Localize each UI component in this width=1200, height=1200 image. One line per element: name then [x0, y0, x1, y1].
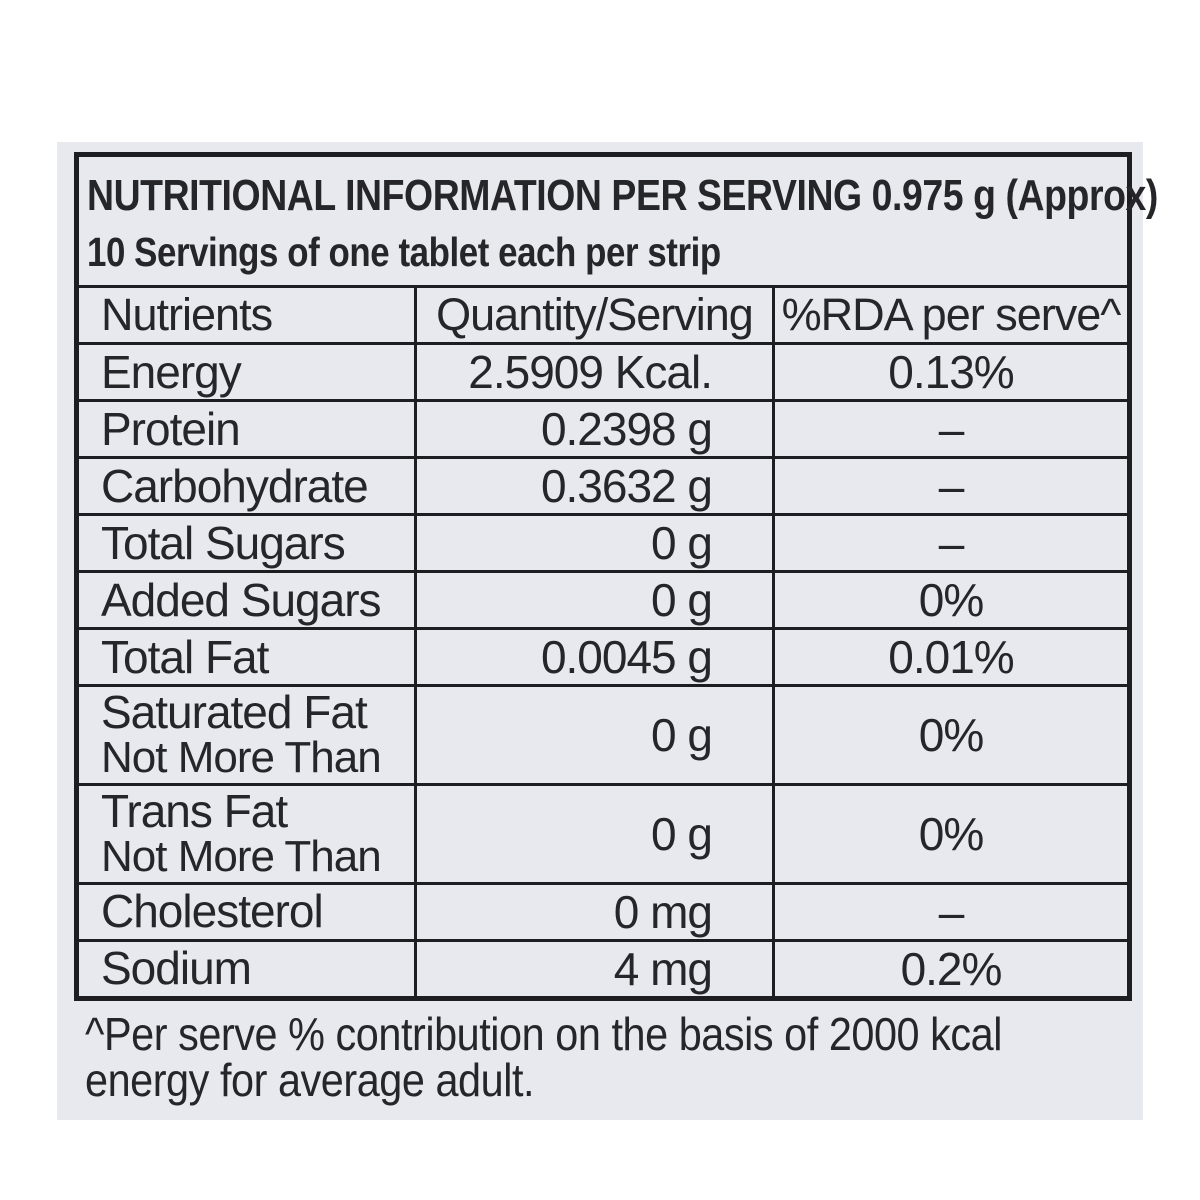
quantity-cell: 2.5909 Kcal.: [414, 341, 775, 402]
column-header-nutrients: Nutrients: [75, 284, 417, 345]
rda-cell: –: [772, 881, 1131, 942]
quantity-cell: 0 g: [414, 782, 775, 885]
table-row-protein: Protein 0.2398 g –: [75, 398, 1131, 459]
table-row-added-sugars: Added Sugars 0 g 0%: [75, 569, 1131, 630]
nutrient-cell: Added Sugars: [75, 569, 417, 630]
table-row-total-sugars: Total Sugars 0 g –: [75, 512, 1131, 573]
nutrient-name: Saturated Fat: [101, 685, 368, 738]
nutrient-qualifier: Not More Than: [101, 732, 382, 782]
column-header-rda: %RDA per serve^: [772, 284, 1131, 345]
rda-cell: 0%: [772, 782, 1131, 885]
nutrient-cell: Total Fat: [75, 626, 417, 687]
rda-cell: –: [772, 398, 1131, 459]
table-row-cholesterol: Cholesterol 0 mg –: [75, 881, 1131, 942]
rda-cell: 0%: [772, 683, 1131, 786]
rda-cell: 0.2%: [772, 938, 1131, 1000]
nutrient-cell: Sodium: [75, 938, 417, 1000]
nutrient-cell: Carbohydrate: [75, 455, 417, 516]
quantity-cell: 0 g: [414, 569, 775, 630]
nutrient-cell: Cholesterol: [75, 881, 417, 942]
table-row-trans-fat: Trans Fat Not More Than 0 g 0%: [75, 782, 1131, 885]
footnote: ^Per serve % contribution on the basis o…: [74, 1007, 1127, 1107]
nutrient-cell: Trans Fat Not More Than: [75, 782, 417, 885]
quantity-cell: 0.3632 g: [414, 455, 775, 516]
title-row: NUTRITIONAL INFORMATION PER SERVING 0.97…: [75, 153, 1158, 288]
footnote-line-2: energy for average adult.: [85, 1054, 535, 1107]
nutrient-name: Trans Fat: [101, 784, 288, 837]
rda-cell: 0.01%: [772, 626, 1131, 687]
footnote-line-1: ^Per serve % contribution on the basis o…: [85, 1007, 1003, 1060]
title-cell: NUTRITIONAL INFORMATION PER SERVING 0.97…: [75, 153, 1158, 288]
table-row-carbohydrate: Carbohydrate 0.3632 g –: [75, 455, 1131, 516]
rda-cell: 0%: [772, 569, 1131, 630]
table-row-saturated-fat: Saturated Fat Not More Than 0 g 0%: [75, 683, 1131, 786]
rda-cell: –: [772, 512, 1131, 573]
rda-cell: 0.13%: [772, 341, 1131, 402]
rda-cell: –: [772, 455, 1131, 516]
table-row-sodium: Sodium 4 mg 0.2%: [75, 938, 1131, 1000]
table-row-total-fat: Total Fat 0.0045 g 0.01%: [75, 626, 1131, 687]
quantity-cell: 4 mg: [414, 938, 775, 1000]
nutrient-cell: Energy: [75, 341, 417, 402]
nutrition-table: NUTRITIONAL INFORMATION PER SERVING 0.97…: [74, 152, 1158, 1001]
nutrition-label: NUTRITIONAL INFORMATION PER SERVING 0.97…: [57, 142, 1158, 1121]
nutrient-cell: Protein: [75, 398, 417, 459]
label-subtitle: 10 Servings of one tablet each per strip: [87, 228, 721, 275]
table-row-energy: Energy 2.5909 Kcal. 0.13%: [75, 341, 1131, 402]
quantity-cell: 0.2398 g: [414, 398, 775, 459]
quantity-cell: 0 g: [414, 683, 775, 786]
label-title: NUTRITIONAL INFORMATION PER SERVING 0.97…: [87, 171, 1158, 220]
nutrient-cell: Saturated Fat Not More Than: [75, 683, 417, 786]
nutrient-cell: Total Sugars: [75, 512, 417, 573]
header-row: Nutrients Quantity/Serving %RDA per serv…: [75, 284, 1131, 345]
column-header-quantity: Quantity/Serving: [414, 284, 775, 345]
quantity-cell: 0.0045 g: [414, 626, 775, 687]
nutrient-qualifier: Not More Than: [101, 831, 382, 881]
quantity-cell: 0 g: [414, 512, 775, 573]
quantity-cell: 0 mg: [414, 881, 775, 942]
